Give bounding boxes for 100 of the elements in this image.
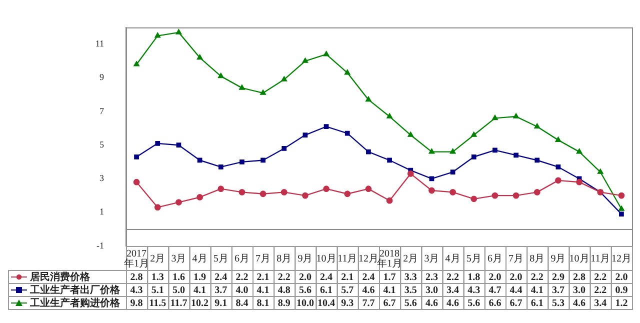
data-label: 4.7 bbox=[488, 285, 502, 296]
data-label: 4.4 bbox=[510, 285, 522, 296]
x-tick-label: 2017年1月 bbox=[124, 248, 150, 270]
point bbox=[556, 164, 561, 170]
point bbox=[218, 164, 224, 170]
data-label: 2.3 bbox=[425, 272, 438, 284]
x-tick-label: 3月 bbox=[171, 254, 186, 265]
data-label: 2.2 bbox=[530, 272, 544, 284]
point bbox=[407, 170, 414, 177]
y-tick-label: 9 bbox=[100, 72, 104, 82]
point bbox=[282, 146, 287, 151]
point bbox=[534, 188, 540, 196]
point bbox=[197, 158, 202, 163]
point bbox=[450, 188, 456, 196]
data-label: 1.3 bbox=[151, 272, 164, 284]
data-label: 1.9 bbox=[194, 272, 206, 284]
data-label: 5.1 bbox=[151, 285, 164, 296]
point bbox=[470, 196, 478, 202]
point bbox=[323, 186, 330, 192]
x-tick-label: 12月 bbox=[358, 254, 378, 265]
x-tick-label: 10月 bbox=[569, 254, 590, 265]
data-label: 4.0 bbox=[236, 285, 248, 296]
point bbox=[240, 159, 244, 164]
data-label: 2.8 bbox=[130, 272, 143, 284]
point bbox=[428, 187, 435, 194]
point bbox=[176, 29, 182, 34]
data-label: 10.0 bbox=[296, 298, 314, 310]
data-label: 3.7 bbox=[214, 285, 228, 296]
x-tick-label: 6月 bbox=[487, 254, 502, 265]
data-label: 2.9 bbox=[552, 272, 564, 284]
data-label: 2.2 bbox=[594, 272, 607, 284]
point bbox=[450, 170, 456, 174]
x-tick-label: 7月 bbox=[508, 254, 524, 265]
y-tick-label: 1 bbox=[100, 206, 104, 217]
x-tick-label: 3月 bbox=[424, 254, 440, 265]
point bbox=[323, 51, 330, 56]
point bbox=[598, 168, 604, 174]
point bbox=[154, 204, 161, 211]
point bbox=[260, 190, 266, 198]
x-tick-label: 9月 bbox=[298, 254, 313, 265]
point bbox=[387, 158, 392, 163]
data-label: 4.1 bbox=[530, 285, 544, 296]
x-tick-label: 11月 bbox=[338, 254, 358, 265]
data-label: 3.0 bbox=[573, 285, 586, 296]
x-tick-label: 2月 bbox=[403, 254, 418, 265]
data-label: 2.0 bbox=[615, 272, 628, 284]
point bbox=[555, 177, 562, 184]
point bbox=[280, 188, 288, 196]
point bbox=[513, 113, 519, 118]
data-label: 2.2 bbox=[594, 285, 607, 296]
point bbox=[386, 113, 392, 118]
data-label: 9.3 bbox=[341, 298, 354, 310]
point bbox=[134, 154, 139, 160]
x-tick-label: 12月 bbox=[611, 254, 632, 265]
data-label: 1.7 bbox=[383, 272, 396, 284]
point bbox=[196, 194, 203, 200]
point bbox=[429, 176, 434, 182]
point bbox=[492, 148, 498, 153]
data-label: 2.1 bbox=[256, 272, 270, 284]
data-label: 4.8 bbox=[278, 285, 290, 296]
x-tick-label: 9月 bbox=[550, 254, 566, 265]
point bbox=[281, 76, 287, 82]
point bbox=[176, 142, 182, 148]
point bbox=[618, 192, 625, 199]
x-tick-label: 2018年1月 bbox=[377, 248, 402, 270]
data-label: 3.7 bbox=[552, 285, 564, 296]
legend-label: 工业生产者出厂价格 bbox=[29, 284, 121, 296]
data-label: 3.4 bbox=[594, 298, 607, 310]
point bbox=[154, 32, 160, 38]
data-label: 4.6 bbox=[446, 298, 460, 310]
data-label: 2.0 bbox=[488, 272, 502, 284]
data-label: 2.8 bbox=[573, 272, 586, 284]
point bbox=[576, 148, 582, 154]
data-label: 2.2 bbox=[446, 272, 460, 284]
data-label: 5.6 bbox=[404, 298, 417, 310]
x-tick-label: 10月 bbox=[316, 254, 336, 265]
point bbox=[260, 90, 266, 95]
data-label: 10.4 bbox=[318, 298, 336, 310]
point bbox=[218, 186, 224, 192]
data-label: 3.5 bbox=[404, 285, 417, 296]
y-tick-label: 11 bbox=[95, 38, 104, 49]
data-label: 6.7 bbox=[383, 298, 396, 310]
data-label: 8.1 bbox=[256, 298, 270, 310]
point bbox=[492, 192, 498, 199]
x-tick-label: 11月 bbox=[590, 254, 610, 265]
data-label: 7.7 bbox=[362, 298, 375, 310]
data-label: 8.9 bbox=[278, 298, 290, 310]
data-label: 1.8 bbox=[468, 272, 480, 284]
legend-label: 居民消费价格 bbox=[29, 271, 91, 284]
x-tick-label: 6月 bbox=[234, 254, 250, 265]
data-label: 6.1 bbox=[530, 298, 544, 310]
point bbox=[366, 149, 371, 154]
point bbox=[534, 123, 540, 129]
data-label: 1.6 bbox=[172, 272, 185, 284]
point bbox=[344, 130, 350, 136]
x-tick-label: 5月 bbox=[213, 254, 228, 265]
data-label: 5.3 bbox=[552, 298, 564, 310]
point bbox=[133, 178, 140, 186]
point bbox=[344, 70, 350, 75]
data-label: 2.4 bbox=[320, 272, 333, 284]
